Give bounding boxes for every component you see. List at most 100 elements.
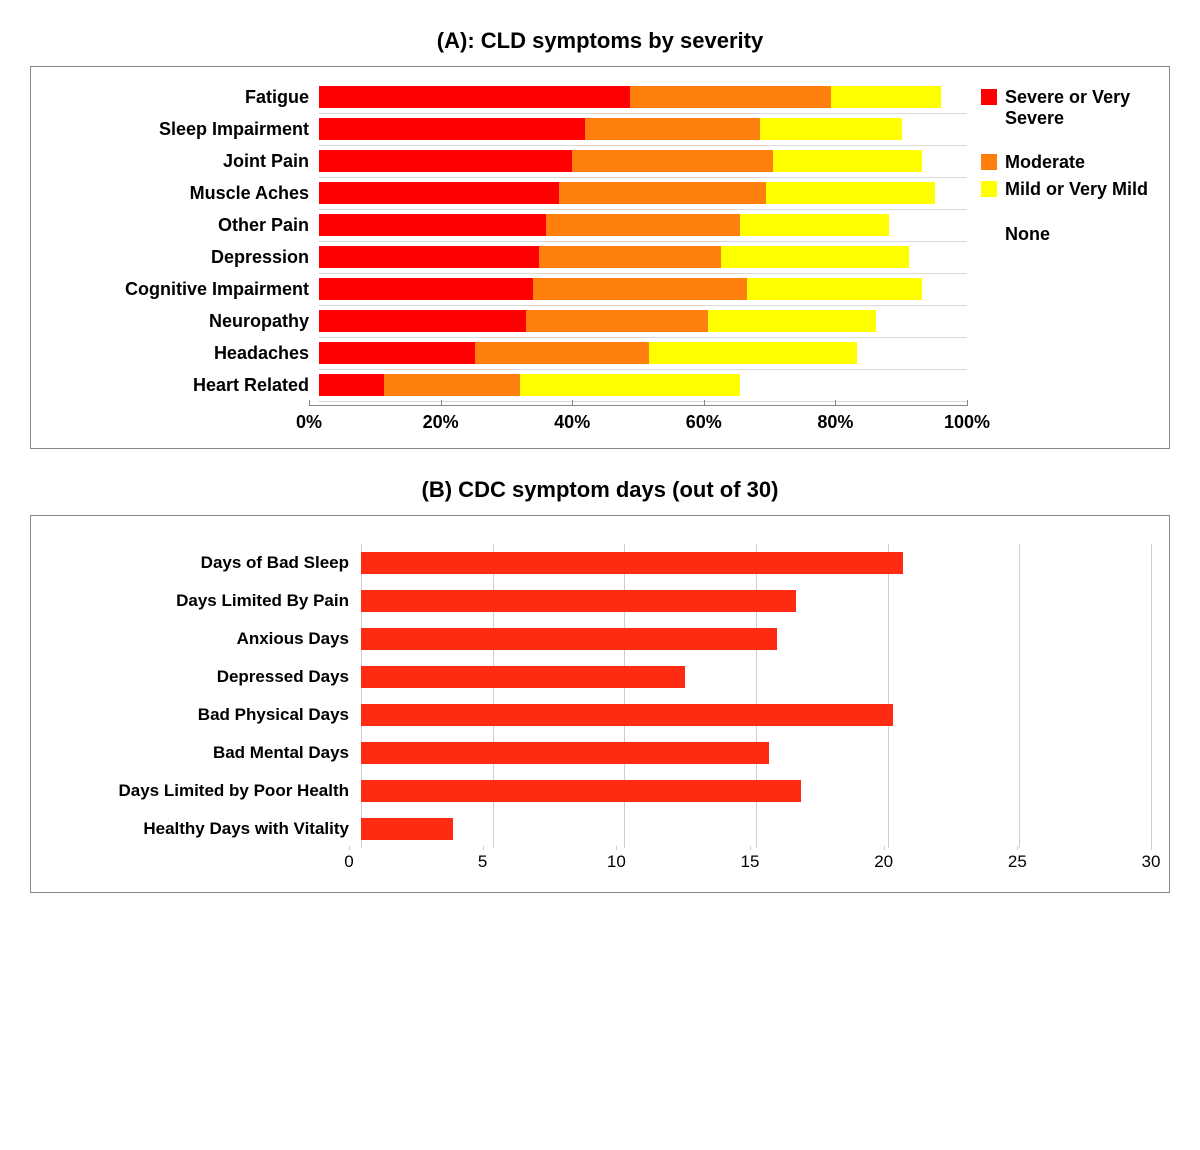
chart-b-row-track (361, 734, 1151, 772)
chart-a-seg-mild (831, 86, 941, 108)
legend-swatch (981, 89, 997, 105)
chart-a-tick: 60% (686, 406, 722, 433)
chart-b-gridline (1151, 620, 1152, 658)
chart-b-axis: 051015202530 (49, 848, 1151, 878)
chart-b-tick: 5 (478, 852, 487, 872)
chart-a-box: FatigueSleep Impairment Joint Pain Muscle … (30, 66, 1170, 449)
chart-a-row: Headaches (49, 337, 967, 369)
chart-a-row: Joint Pain (49, 145, 967, 177)
chart-b-title: (B) CDC symptom days (out of 30) (30, 477, 1170, 503)
chart-b-tick: 0 (344, 852, 353, 872)
chart-a-seg-moderate (475, 342, 650, 364)
chart-a-bar (319, 150, 967, 172)
chart-a-row-track (319, 305, 967, 338)
chart-b-gridline (624, 810, 625, 848)
chart-b-gridline (349, 846, 350, 850)
chart-a-tick: 40% (554, 406, 590, 433)
chart-a-row-label: Depression (49, 247, 319, 268)
chart-b-tick: 10 (607, 852, 626, 872)
chart-a-row-track (319, 273, 967, 306)
chart-a-seg-severe (319, 342, 475, 364)
chart-b-gridline (750, 846, 751, 850)
chart-b-gridline (888, 582, 889, 620)
chart-b-gridline (756, 658, 757, 696)
chart-a-tick: 20% (423, 406, 459, 433)
chart-a-bar (319, 310, 967, 332)
chart-b-row-track (361, 544, 1151, 582)
chart-a-row: Muscle Aches (49, 177, 967, 209)
chart-a-seg-severe (319, 374, 384, 396)
chart-b-gridline (888, 658, 889, 696)
chart-b-row: Depressed Days (49, 658, 1151, 696)
chart-b-gridline (1151, 658, 1152, 696)
chart-a-seg-mild (721, 246, 909, 268)
chart-a-row-track (319, 209, 967, 242)
chart-a-bar (319, 374, 967, 396)
chart-b-row-track (361, 772, 1151, 810)
chart-b-gridline (1151, 772, 1152, 810)
chart-b-gridline (884, 846, 885, 850)
chart-a-seg-moderate (630, 86, 831, 108)
chart-a-tick: 80% (817, 406, 853, 433)
chart-b-row-label: Days of Bad Sleep (49, 553, 361, 573)
chart-a-bar (319, 86, 967, 108)
legend-label: Mild or Very Mild (1005, 179, 1148, 200)
chart-b-gridline (888, 620, 889, 658)
chart-b-row-track (361, 658, 1151, 696)
chart-a-seg-moderate (559, 182, 766, 204)
chart-a-bar (319, 342, 967, 364)
chart-b-gridline (1151, 810, 1152, 848)
chart-b-gridline (1019, 658, 1020, 696)
legend-swatch (981, 181, 997, 197)
chart-a-bar (319, 278, 967, 300)
chart-a-row-track (319, 81, 967, 114)
chart-a-seg-mild (649, 342, 856, 364)
legend-swatch (981, 154, 997, 170)
chart-b-row: Bad Physical Days (49, 696, 1151, 734)
chart-a-legend: Severe or Very SevereModerateMild or Ver… (967, 81, 1151, 434)
chart-a-seg-moderate (539, 246, 720, 268)
chart-a-seg-severe (319, 278, 533, 300)
chart-a-seg-severe (319, 214, 546, 236)
chart-b-gridline (616, 846, 617, 850)
chart-a-tick: 0% (296, 406, 322, 433)
chart-a-seg-severe (319, 86, 630, 108)
chart-b-gridline (1019, 696, 1020, 734)
chart-a-title: (A): CLD symptoms by severity (30, 28, 1170, 54)
chart-b-box: Days of Bad SleepDays Limited By PainAnx… (30, 515, 1170, 893)
chart-a-seg-severe (319, 150, 572, 172)
chart-b-gridline (1151, 846, 1152, 850)
chart-a-row: Fatigue (49, 81, 967, 113)
chart-b-gridline (1019, 544, 1020, 582)
legend-item-mild: Mild or Very Mild (981, 179, 1151, 200)
chart-a-seg-severe (319, 310, 526, 332)
legend-label: Severe or Very Severe (1005, 87, 1151, 128)
chart-a-seg-mild (708, 310, 876, 332)
chart-a-row-track (319, 241, 967, 274)
chart-a-row-label: Joint Pain (49, 151, 319, 172)
chart-b-gridline (756, 810, 757, 848)
chart-a-seg-mild (766, 182, 934, 204)
chart-b-gridline (1019, 772, 1020, 810)
chart-b-bar (361, 590, 796, 612)
chart-b-gridline (888, 810, 889, 848)
chart-b-gridline (888, 772, 889, 810)
chart-b-row-track (361, 696, 1151, 734)
chart-b-row: Healthy Days with Vitality (49, 810, 1151, 848)
chart-b-gridline (483, 846, 484, 850)
chart-a-seg-severe (319, 118, 585, 140)
chart-a-seg-severe (319, 182, 559, 204)
chart-b-gridline (493, 810, 494, 848)
chart-a-row-label: Cognitive Impairment (49, 279, 319, 300)
chart-b-plot: Days of Bad SleepDays Limited By PainAnx… (49, 544, 1151, 878)
chart-a-seg-mild (773, 150, 922, 172)
chart-a-row: Sleep Impairment (49, 113, 967, 145)
chart-b-row-label: Bad Mental Days (49, 743, 361, 763)
chart-a-row-track (319, 177, 967, 210)
legend-item-severe: Severe or Very Severe (981, 87, 1151, 128)
chart-b-bar (361, 780, 801, 802)
chart-a-row-track (319, 369, 967, 402)
chart-a-seg-moderate (526, 310, 707, 332)
chart-a-row-label: Heart Related (49, 375, 319, 396)
chart-b-row-label: Bad Physical Days (49, 705, 361, 725)
